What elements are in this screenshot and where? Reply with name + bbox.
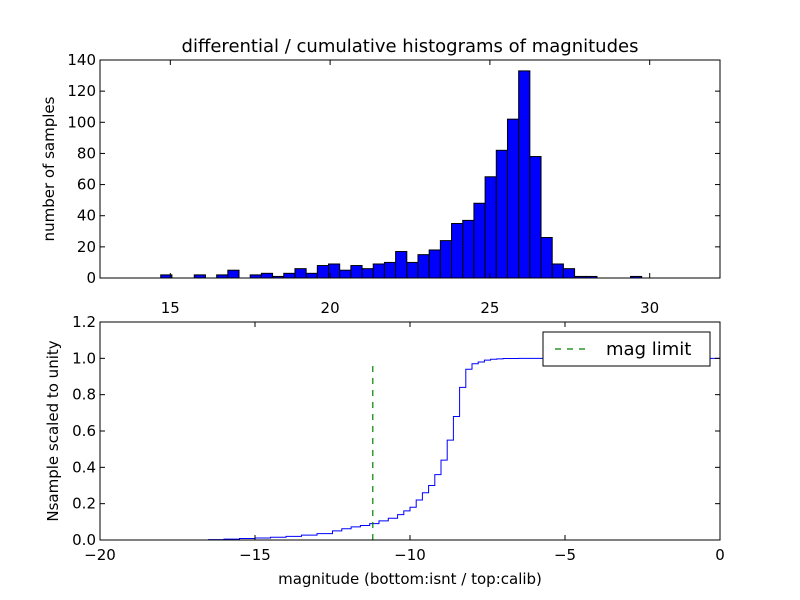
histogram-bar [473, 202, 486, 279]
histogram-bar [283, 272, 296, 279]
top-x-tick-label: 30 [640, 299, 659, 317]
histogram-bar [484, 176, 497, 279]
bottom-y-tick-label: 0.4 [72, 458, 96, 476]
bottom-tick-layer: −20 −15 −10 −5 0 0.0 0.2 0.4 0.6 0.8 1.0 1.2 [72, 313, 725, 564]
histogram-bar [551, 263, 564, 279]
histogram-bar [383, 261, 397, 279]
top-y-tick-label: 120 [67, 82, 96, 100]
histogram-bar [305, 272, 318, 279]
bottom-x-tick-label: −15 [239, 546, 271, 564]
histogram-bar [260, 272, 274, 279]
histogram-bar [372, 263, 385, 279]
top-y-tick-label: 100 [67, 113, 96, 131]
top-y-tick-label: 40 [77, 207, 96, 225]
histogram-bar [350, 265, 363, 279]
top-bar-layer [160, 70, 643, 279]
bottom-x-tick-label: −5 [554, 546, 576, 564]
chart-title: differential / cumulative histograms of … [182, 36, 639, 57]
top-y-axis-label: number of samples [40, 96, 58, 241]
histogram-bar [540, 237, 553, 279]
bottom-line-layer [100, 357, 721, 541]
bottom-y-tick-label: 1.2 [72, 313, 96, 331]
histogram-bar [562, 268, 576, 279]
bottom-x-tick-label: −20 [84, 546, 116, 564]
top-y-tick-label: 60 [77, 176, 96, 194]
histogram-bar [462, 219, 475, 279]
bottom-x-tick-label: −10 [394, 546, 426, 564]
histogram-bar [339, 269, 352, 279]
histogram-bar [227, 269, 240, 279]
top-y-tick-label: 0 [86, 269, 96, 287]
top-y-tick-label: 80 [77, 144, 96, 162]
bottom-x-tick-label: 0 [715, 546, 725, 564]
histogram-bar [316, 265, 330, 279]
legend: mag limit [542, 331, 711, 367]
histogram-bar [451, 223, 464, 279]
cumulative-histogram-panel: Nsample scaled to unity magnitude (botto… [44, 313, 725, 588]
histogram-bar [506, 118, 520, 279]
histogram-bar [529, 156, 542, 279]
bottom-plot-frame [99, 321, 721, 541]
top-y-tick-label: 20 [77, 238, 96, 256]
histogram-bar [428, 249, 441, 279]
top-plot-frame [99, 59, 721, 279]
cumulative-step-line [100, 357, 721, 541]
bottom-y-tick-label: 0.2 [72, 495, 96, 513]
histogram-bar [417, 254, 430, 279]
bottom-y-axis-label: Nsample scaled to unity [44, 340, 62, 521]
top-x-tick-label: 15 [161, 299, 180, 317]
top-x-tick-label: 25 [480, 299, 499, 317]
top-y-tick-label: 140 [67, 51, 96, 69]
bottom-y-tick-label: 0.8 [72, 386, 96, 404]
histogram-bar [495, 149, 508, 279]
histogram-bar [439, 240, 453, 279]
histogram-bar [395, 251, 408, 279]
legend-label-mag-limit: mag limit [606, 339, 691, 360]
bottom-x-axis-label: magnitude (bottom:isnt / top:calib) [278, 570, 542, 588]
top-x-tick-label: 20 [321, 299, 340, 317]
histogram-bar [518, 70, 531, 279]
bottom-y-tick-label: 1.0 [72, 349, 96, 367]
histogram-bar [406, 261, 419, 279]
differential-histogram-panel: differential / cumulative histograms of … [40, 36, 721, 317]
histogram-bar [361, 268, 374, 279]
bottom-y-tick-label: 0.6 [72, 422, 96, 440]
histogram-bar [294, 268, 307, 279]
bottom-y-tick-label: 0.0 [72, 531, 96, 549]
top-tick-layer: 15 20 25 30 0 20 40 60 80 100 120 140 [67, 51, 720, 317]
legend-box [542, 331, 711, 367]
